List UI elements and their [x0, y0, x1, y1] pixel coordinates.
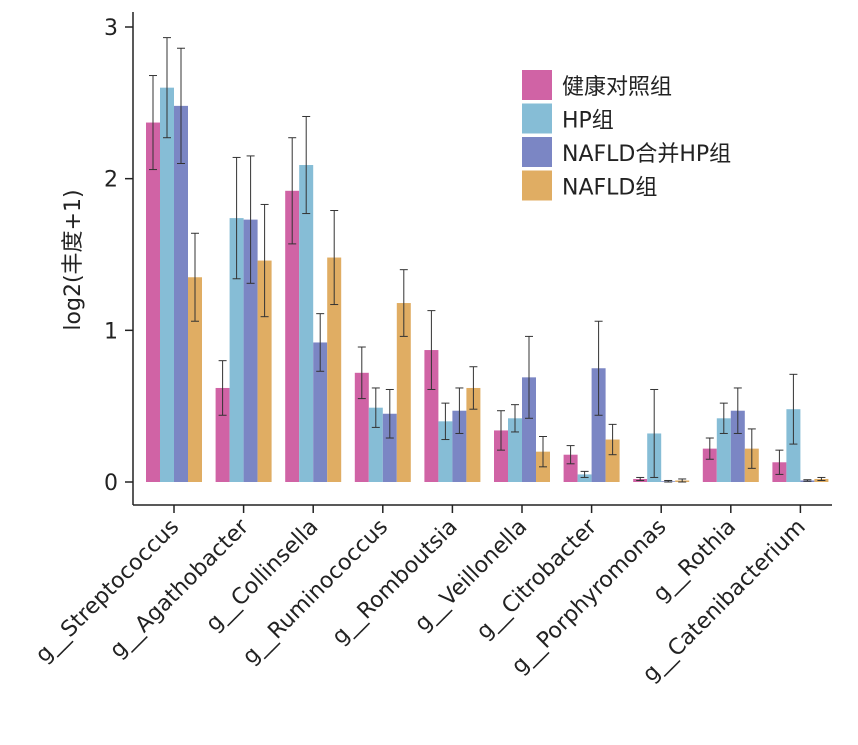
legend-label: 健康对照组 — [562, 75, 672, 100]
bar — [438, 421, 453, 482]
bar — [605, 439, 620, 482]
y-axis-label: log2(丰度+1) — [61, 189, 86, 330]
y-ticks: 0 1 2 3 — [104, 16, 133, 496]
bar — [730, 410, 745, 482]
bar — [452, 410, 467, 482]
legend-swatch — [522, 70, 552, 100]
bar — [160, 87, 174, 483]
y-tick-label: 3 — [104, 16, 118, 41]
bar — [188, 277, 202, 482]
bar — [786, 409, 801, 482]
bar — [243, 219, 258, 482]
x-tick-label: g__Romboutsia — [327, 515, 462, 650]
y-tick-label: 2 — [104, 168, 118, 193]
legend-label: HP组 — [562, 109, 614, 134]
y-tick-label: 0 — [104, 471, 118, 496]
bar — [466, 387, 481, 482]
bar — [354, 372, 369, 482]
bar — [299, 165, 314, 482]
x-ticks: g__Streptococcusg__Agathobacterg__Collin… — [31, 505, 811, 687]
bar — [368, 407, 383, 482]
bar — [591, 368, 606, 482]
bar — [257, 260, 272, 482]
legend-label: NAFLD合并HP组 — [562, 142, 731, 167]
bar — [702, 448, 717, 482]
bar — [313, 342, 328, 482]
legend-label: NAFLD组 — [562, 176, 657, 201]
bar — [563, 454, 578, 482]
bar — [215, 387, 230, 482]
bar — [146, 122, 160, 483]
bar — [229, 218, 244, 482]
bar — [522, 377, 536, 482]
bar — [327, 257, 342, 482]
bar — [285, 190, 300, 483]
bar — [424, 350, 439, 482]
legend-swatch — [522, 170, 552, 201]
legend: 健康对照组 HP组 NAFLD合并HP组 NAFLD组 — [522, 70, 731, 201]
bar — [382, 413, 397, 482]
bar — [716, 418, 731, 482]
x-tick-label: g__Citrobacter — [472, 514, 603, 645]
bar — [508, 418, 522, 482]
bar — [396, 303, 411, 482]
y-tick-label: 1 — [104, 319, 118, 344]
legend-swatch — [522, 103, 552, 134]
bar — [577, 474, 592, 482]
legend-swatch — [522, 137, 552, 167]
bars-layer — [146, 37, 829, 483]
bar — [494, 430, 508, 482]
bar — [174, 105, 188, 482]
